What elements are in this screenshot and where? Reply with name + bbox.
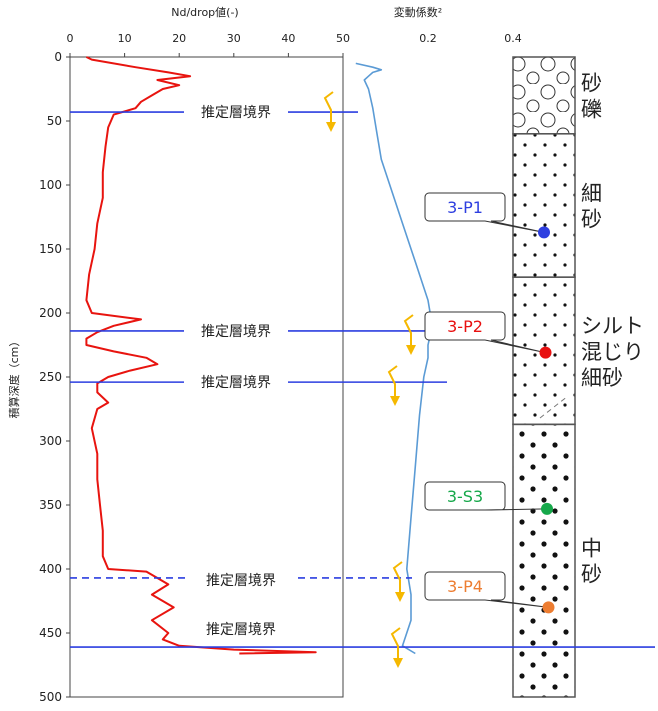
right-axis-title: 変動係数²	[394, 5, 442, 19]
y-tick-label: 50	[47, 114, 62, 128]
chart: Nd/drop値(-) 変動係数² 積算深度（cm） 砂礫細砂シルト混じり細砂中…	[0, 0, 658, 707]
data-line	[356, 63, 433, 653]
x-tick-label: 10	[118, 32, 132, 45]
layer-label: 細	[581, 181, 602, 205]
arrow-head	[326, 122, 336, 132]
sample-label: 3-P1	[447, 198, 483, 217]
x2-tick-label: 0.2	[419, 32, 437, 45]
arrow-head	[395, 592, 405, 602]
y-tick-label: 500	[39, 690, 62, 704]
x-tick-label: 20	[172, 32, 186, 45]
sample-label: 3-P4	[447, 577, 483, 596]
data-line	[86, 57, 315, 654]
sample-point	[543, 601, 555, 613]
x-tick-label: 30	[227, 32, 241, 45]
soil-layer	[513, 134, 575, 277]
y-tick-label: 450	[39, 626, 62, 640]
y-tick-label: 150	[39, 242, 62, 256]
arrow	[325, 92, 333, 124]
y-tick-label: 400	[39, 562, 62, 576]
y-tick-label: 200	[39, 306, 62, 320]
soil-layer	[513, 424, 575, 697]
sample-label: 3-S3	[447, 487, 483, 506]
arrow-head	[393, 658, 403, 668]
sample-point	[540, 347, 552, 359]
boundary-label: 推定層境界	[206, 573, 276, 589]
layer-label: 細砂	[581, 366, 623, 390]
layer-label: 中	[581, 537, 602, 561]
layer-label: シルト	[581, 314, 644, 338]
y-tick-label: 350	[39, 498, 62, 512]
boundary-label: 推定層境界	[206, 622, 276, 638]
y-tick-label: 250	[39, 370, 62, 384]
x-tick-label: 50	[336, 32, 350, 45]
x-tick-label: 40	[281, 32, 295, 45]
x2-tick-label: 0.4	[504, 32, 522, 45]
left-axis-title: Nd/drop値(-)	[171, 6, 238, 19]
sample-label: 3-P2	[447, 317, 483, 336]
x-tick-label: 0	[67, 32, 74, 45]
y-tick-label: 300	[39, 434, 62, 448]
layer-label: 砂	[581, 71, 602, 95]
sample-point	[541, 503, 553, 515]
layer-label: 砂	[581, 563, 602, 587]
layer-label: 礫	[581, 97, 602, 121]
y-axis-title: 積算深度（cm）	[7, 336, 21, 419]
arrow-head	[390, 396, 400, 406]
y-tick-label: 100	[39, 178, 62, 192]
boundary-label: 推定層境界	[201, 324, 271, 340]
layer-label: 混じり	[581, 340, 644, 364]
y-tick-label: 0	[54, 50, 62, 64]
arrow	[392, 628, 400, 660]
sample-point	[538, 226, 550, 238]
soil-layer	[513, 57, 575, 134]
layer-label: 砂	[581, 207, 602, 231]
boundary-label: 推定層境界	[201, 375, 271, 391]
boundary-label: 推定層境界	[201, 105, 271, 121]
arrow-head	[406, 345, 416, 355]
